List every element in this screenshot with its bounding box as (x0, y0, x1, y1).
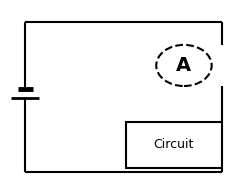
Text: Circuit: Circuit (154, 138, 194, 151)
FancyBboxPatch shape (126, 122, 222, 168)
Text: A: A (176, 56, 192, 75)
